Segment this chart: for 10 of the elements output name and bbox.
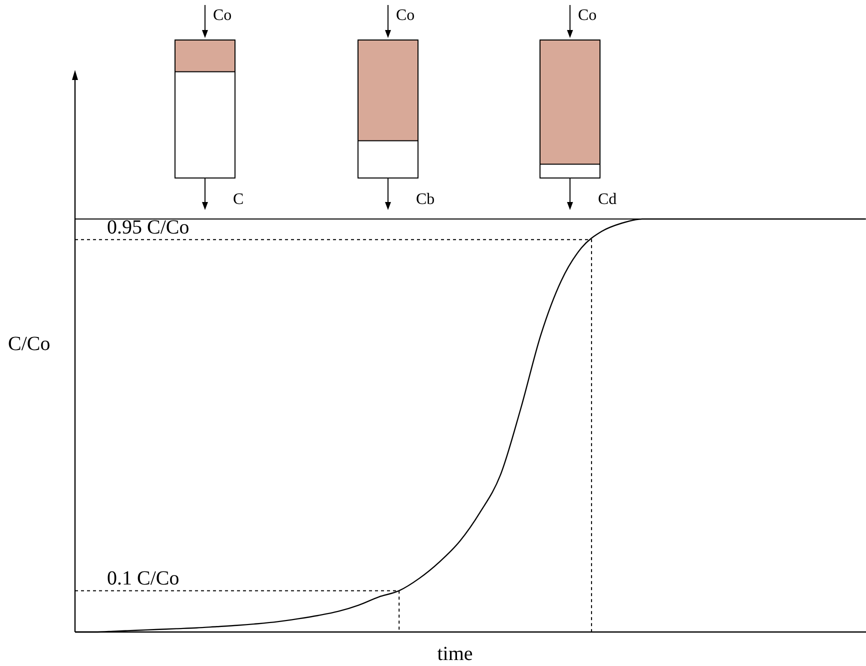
text: Cb [416,191,435,208]
x-axis-title: time [437,643,473,665]
text: C [233,191,244,208]
text: Co [578,7,597,24]
ref-line-label: 0.1 C/Co [107,568,180,590]
text: Cd [598,191,617,208]
text: Co [213,7,232,24]
ref-line-label: 0.95 C/Co [107,216,190,239]
text: Co [396,7,415,24]
y-axis-title: C/Co [8,333,50,355]
